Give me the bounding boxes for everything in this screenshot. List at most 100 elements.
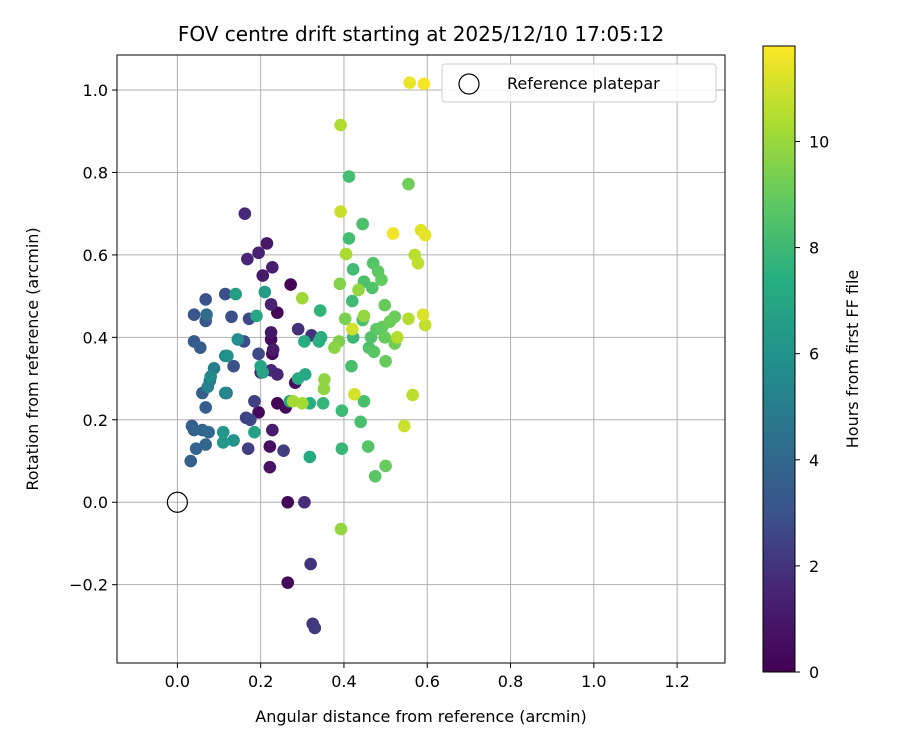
data-point (266, 260, 279, 274)
data-point (252, 406, 265, 419)
data-point (229, 287, 242, 301)
data-point (316, 397, 330, 410)
data-point (345, 322, 359, 336)
data-point (378, 298, 392, 312)
y-tick-label: 0.8 (83, 163, 108, 182)
y-tick-label: 0.2 (83, 411, 108, 430)
x-tick-label: 0.4 (331, 672, 356, 691)
data-point (388, 310, 402, 324)
data-point (328, 341, 341, 354)
data-point (199, 293, 213, 306)
y-axis-ticks: −0.2 0.0 0.2 0.4 0.6 0.8 1.0 (69, 81, 117, 595)
colorbar-frame (762, 45, 796, 673)
data-point (187, 308, 201, 321)
data-point (368, 469, 382, 483)
data-point (256, 269, 270, 282)
legend-label: Reference platepar (507, 74, 660, 93)
data-point (264, 298, 278, 311)
data-point (334, 118, 347, 132)
data-point (218, 287, 232, 301)
legend: Reference platepar (441, 63, 717, 103)
data-point (277, 444, 290, 458)
data-point (386, 227, 400, 240)
data-point (333, 277, 347, 291)
x-tick-label: 1.0 (581, 672, 606, 691)
x-tick-label: 1.2 (664, 672, 689, 691)
data-point (402, 312, 415, 326)
data-point (418, 228, 432, 242)
data-point (379, 354, 392, 368)
data-point (367, 345, 381, 359)
data-point (225, 310, 238, 324)
data-point (263, 460, 277, 474)
data-point (238, 207, 252, 220)
data-point (338, 312, 352, 326)
data-point (193, 341, 207, 354)
data-point (346, 263, 360, 276)
data-point (231, 333, 245, 346)
colorbar-tick-label: 4 (809, 451, 819, 470)
data-point (335, 404, 349, 418)
colorbar-tick-label: 6 (809, 345, 819, 364)
data-point (314, 331, 328, 344)
y-tick-label: 0.4 (83, 328, 108, 347)
data-point (378, 331, 392, 344)
data-point (345, 294, 359, 308)
x-axis-ticks: 0.0 0.2 0.4 0.6 0.8 1.0 1.2 (165, 663, 690, 691)
data-point (298, 368, 312, 381)
data-point (342, 170, 356, 183)
data-point (256, 366, 270, 379)
data-point (291, 322, 305, 336)
data-point (298, 335, 311, 348)
data-point (352, 283, 365, 297)
y-tick-label: 0.6 (83, 246, 108, 265)
plot-frame (116, 54, 726, 664)
data-point (313, 304, 327, 317)
data-point (345, 359, 358, 373)
y-tick-label: 0.0 (83, 493, 108, 512)
colorbar (763, 46, 795, 672)
reference-platepar-marker (166, 491, 188, 513)
y-tick-label: −0.2 (69, 576, 108, 595)
data-point (264, 326, 278, 339)
colorbar-tick-label: 2 (809, 557, 819, 576)
data-points (184, 76, 432, 635)
data-point (227, 359, 240, 373)
data-point (258, 285, 272, 299)
data-point (375, 273, 388, 286)
data-point (284, 278, 297, 291)
data-point (308, 621, 322, 635)
x-axis-label: Angular distance from reference (arcmin) (255, 707, 586, 726)
data-point (243, 413, 257, 427)
data-point (296, 291, 309, 305)
data-point (252, 246, 265, 260)
data-point (200, 308, 213, 321)
data-point (241, 442, 255, 455)
x-tick-label: 0.0 (165, 672, 190, 691)
colorbar-label: Hours from first FF file (843, 270, 862, 449)
data-point (402, 177, 415, 191)
data-point (334, 522, 348, 536)
data-point (281, 495, 295, 509)
data-point (348, 387, 361, 401)
data-point (298, 495, 311, 509)
colorbar-ticks: 0 2 4 6 8 10 (795, 132, 829, 682)
data-point (248, 425, 261, 439)
legend-box (441, 63, 717, 103)
data-point (356, 217, 369, 231)
data-point (263, 440, 277, 453)
colorbar-tick-label: 10 (809, 132, 829, 151)
x-tick-label: 0.8 (498, 672, 523, 691)
data-point (296, 397, 309, 410)
data-point (357, 394, 371, 408)
data-point (342, 232, 356, 245)
data-point (250, 309, 263, 323)
data-point (304, 557, 317, 571)
data-point (318, 373, 331, 386)
data-point (202, 425, 215, 439)
chart-title: FOV centre drift starting at 2025/12/10 … (178, 22, 664, 46)
data-point (248, 394, 261, 408)
y-axis-label: Rotation from reference (arcmin) (23, 227, 42, 490)
